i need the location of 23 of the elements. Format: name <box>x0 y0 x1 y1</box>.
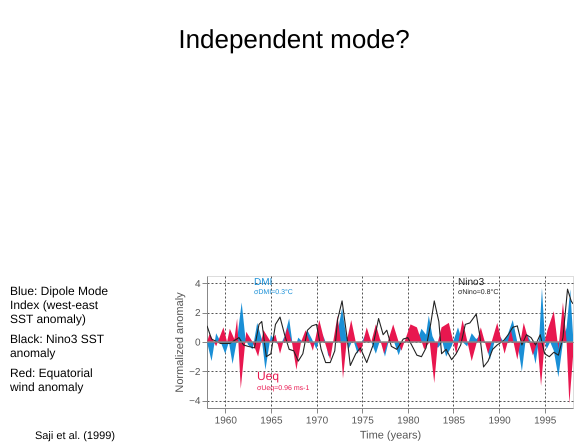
series-label: Ueq <box>257 369 280 383</box>
x-tick-label: 1985 <box>442 416 466 426</box>
y-axis-title: Normalized anomaly <box>174 292 186 393</box>
x-tick-label: 1965 <box>260 416 283 426</box>
y-tick-label: 0 <box>194 338 201 348</box>
x-tick-label: 1990 <box>488 416 512 426</box>
chart-title: Independent mode? <box>178 24 410 54</box>
x-tick-label: 1975 <box>352 416 374 426</box>
x-axis-title: Time (years) <box>360 430 422 442</box>
y-tick-label: 2 <box>194 308 201 320</box>
x-tick-label: 1960 <box>214 416 238 426</box>
text: Blue: Dipole Mode Index (west-east SST anomaly) <box>10 284 108 326</box>
y-tick-label: 4 <box>194 278 201 290</box>
series-label: DMI <box>254 277 272 288</box>
text: Saji et al. (1999) <box>34 430 116 442</box>
y-tick-label: −2 <box>189 366 201 378</box>
text: Nino3 <box>458 277 485 288</box>
x-tick-label: 1995 <box>534 416 557 426</box>
x-tick-label: 1970 <box>306 416 329 426</box>
x-tick-label: 1980 <box>397 416 420 426</box>
text: Black: Nino3 SST anomaly <box>10 332 105 360</box>
text: Red: Equatorial wind anomaly <box>9 366 93 394</box>
y-tick-label: −4 <box>189 396 201 408</box>
